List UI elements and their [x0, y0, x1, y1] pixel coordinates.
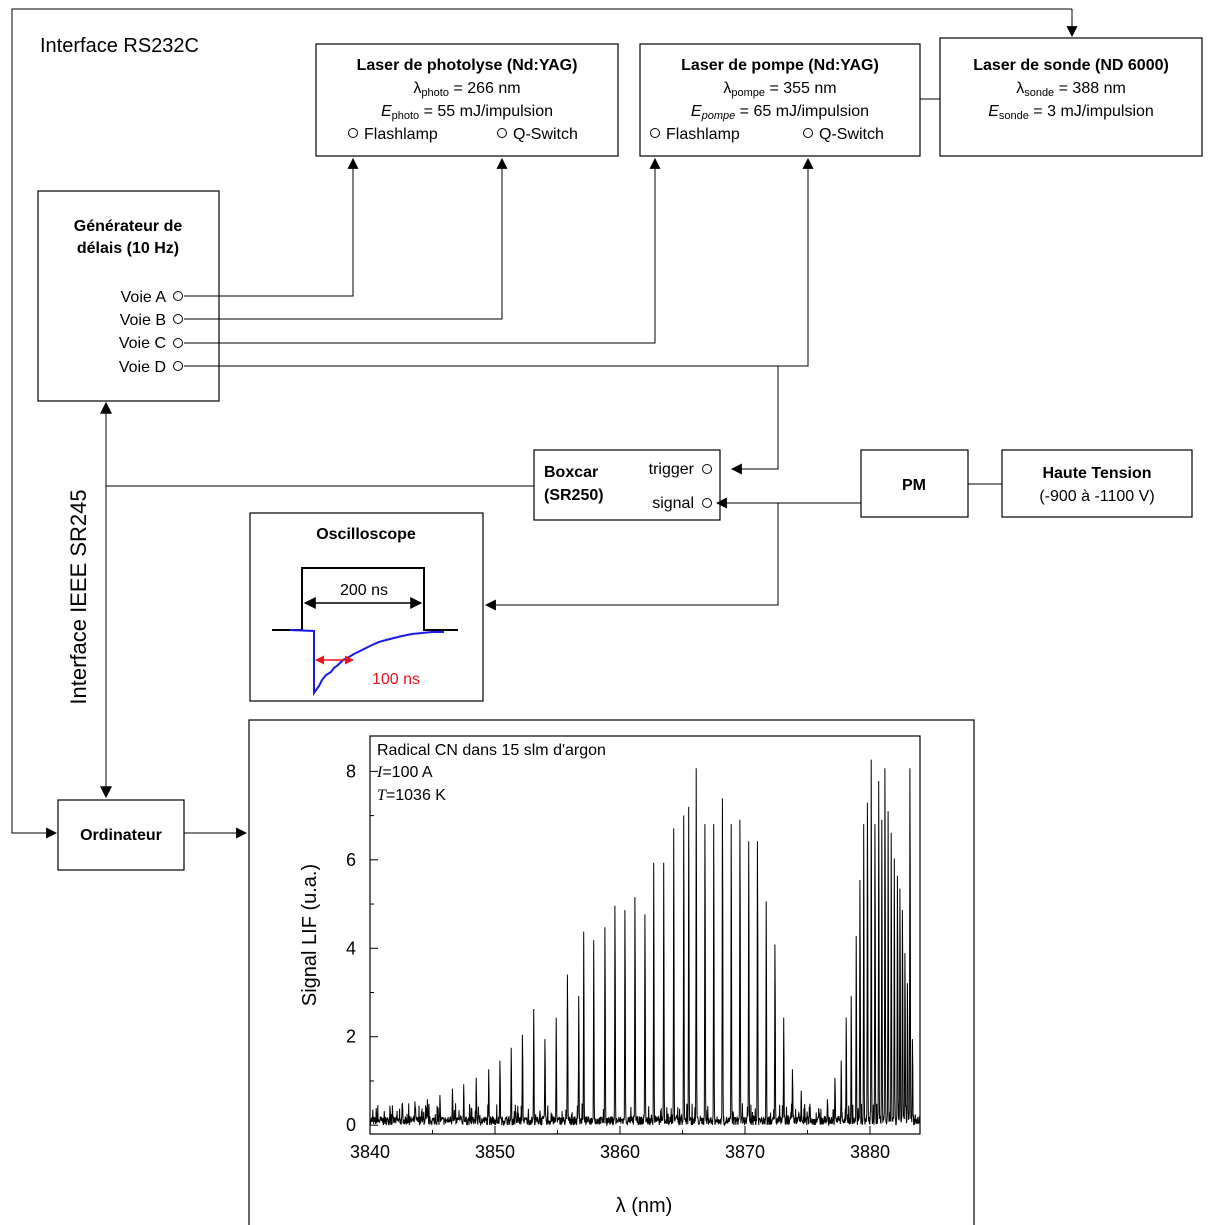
rs232-connection — [11, 8, 1078, 839]
oscilloscope-decay-trace — [289, 629, 444, 697]
haute-tension-title: Haute Tension — [1042, 465, 1151, 482]
boxcar-box: Boxcar (SR250) trigger signal — [533, 449, 721, 521]
signal-wires — [484, 497, 861, 611]
y-tick-label: 4 — [346, 938, 356, 958]
laser-sonde-wavelength: λsonde = 388 nm — [1016, 80, 1126, 99]
laser-sonde-box: Laser de sonde (ND 6000) λsonde = 388 nm… — [939, 37, 1203, 157]
laser-pompe-energy: Epompe = 65 mJ/impulsion — [691, 103, 869, 122]
annotation-gas: Radical CN dans 15 slm d'argon — [377, 742, 606, 759]
boxcar-signal-label: signal — [652, 495, 694, 512]
rs232-label: Interface RS232C — [40, 35, 199, 57]
generator-title-1: Générateur de — [74, 218, 183, 235]
trigger-wires — [184, 157, 814, 475]
lif-spectrum-chart: 3840 3850 3860 3870 3880 0 2 4 6 8 λ (nm) Signal… — [299, 735, 921, 1217]
boxcar-title-1: Boxcar — [544, 464, 598, 481]
laser-photolyse-title: Laser de photolyse (Nd:YAG) — [357, 57, 578, 74]
x-tick-label: 3860 — [600, 1142, 640, 1162]
haute-tension-box: Haute Tension (-900 à -1100 V) — [1001, 449, 1193, 518]
oscilloscope-box: Oscilloscope 200 ns 100 ns — [249, 512, 484, 702]
laser-photolyse-box: Laser de photolyse (Nd:YAG) λphoto = 266… — [315, 43, 619, 157]
y-tick-label: 6 — [346, 850, 356, 870]
photolyse-qswitch-port[interactable] — [497, 128, 507, 138]
boxcar-trigger-label: trigger — [649, 461, 695, 478]
x-tick-label: 3880 — [850, 1142, 890, 1162]
x-tick-label: 3870 — [725, 1142, 765, 1162]
x-tick-label: 3850 — [475, 1142, 515, 1162]
y-tick-label: 2 — [346, 1027, 356, 1047]
ordinateur-box: Ordinateur — [57, 799, 185, 871]
voie-c-port[interactable] — [173, 338, 183, 348]
boxcar-signal-port[interactable] — [702, 498, 712, 508]
pompe-flashlamp-label: Flashlamp — [666, 126, 740, 143]
pompe-qswitch-label: Q-Switch — [819, 126, 884, 143]
photolyse-flashlamp-port[interactable] — [348, 128, 358, 138]
laser-pompe-title: Laser de pompe (Nd:YAG) — [681, 57, 879, 74]
y-axis-label: Signal LIF (u.a.) — [299, 864, 321, 1006]
gate-width-label: 200 ns — [340, 582, 388, 599]
y-axis: 0 2 4 6 8 — [346, 761, 378, 1135]
photolyse-qswitch-label: Q-Switch — [513, 126, 578, 143]
pm-label: PM — [902, 477, 926, 494]
laser-sonde-title: Laser de sonde (ND 6000) — [973, 57, 1169, 74]
haute-tension-range: (-900 à -1100 V) — [1039, 488, 1154, 505]
laser-pompe-box: Laser de pompe (Nd:YAG) λpompe = 355 nm … — [639, 43, 921, 157]
pompe-flashlamp-port[interactable] — [650, 128, 660, 138]
generator-title-2: délais (10 Hz) — [77, 240, 179, 257]
decay-time-label: 100 ns — [372, 671, 420, 688]
y-tick-label: 8 — [346, 761, 356, 781]
voie-a-port[interactable] — [173, 291, 183, 301]
boxcar-title-2: (SR250) — [544, 487, 604, 504]
photolyse-flashlamp-label: Flashlamp — [364, 126, 438, 143]
annotation-temperature: T=1036 K — [377, 787, 446, 804]
lif-spectrum-trace — [369, 759, 920, 1127]
ieee-connection — [100, 401, 534, 799]
boxcar-trigger-port[interactable] — [702, 464, 712, 474]
x-axis: 3840 3850 3860 3870 3880 — [350, 1126, 890, 1162]
laser-photolyse-wavelength: λphoto = 266 nm — [413, 80, 520, 99]
ordinateur-label: Ordinateur — [80, 827, 162, 844]
x-tick-label: 3840 — [350, 1142, 390, 1162]
laser-pompe-wavelength: λpompe = 355 nm — [723, 80, 836, 99]
laser-photolyse-energy: Ephoto = 55 mJ/impulsion — [381, 103, 553, 122]
pompe-qswitch-port[interactable] — [803, 128, 813, 138]
oscilloscope-title: Oscilloscope — [316, 526, 416, 543]
voie-b-label: Voie B — [120, 312, 166, 329]
plot-frame — [369, 735, 921, 1135]
voie-c-label: Voie C — [119, 335, 166, 352]
y-tick-label: 0 — [346, 1115, 356, 1135]
voie-a-label: Voie A — [121, 289, 167, 306]
laser-sonde-energy: Esonde = 3 mJ/impulsion — [988, 103, 1154, 122]
voie-d-port[interactable] — [173, 361, 183, 371]
x-axis-label: λ (nm) — [616, 1195, 673, 1217]
annotation-current: I=100 A — [376, 764, 433, 781]
ieee-label: Interface IEEE SR245 — [66, 489, 91, 704]
pm-box: PM — [860, 449, 969, 518]
voie-b-port[interactable] — [173, 314, 183, 324]
voie-d-label: Voie D — [119, 359, 166, 376]
